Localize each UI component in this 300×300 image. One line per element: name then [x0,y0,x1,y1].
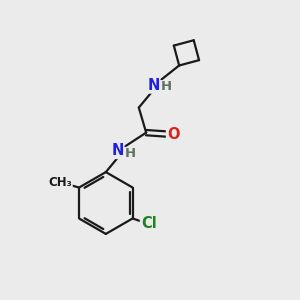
Text: N: N [111,143,124,158]
Text: H: H [160,80,172,94]
Text: H: H [125,147,136,160]
Text: Cl: Cl [141,216,157,231]
Text: CH₃: CH₃ [48,176,72,189]
Text: O: O [167,127,179,142]
Text: N: N [147,78,160,93]
